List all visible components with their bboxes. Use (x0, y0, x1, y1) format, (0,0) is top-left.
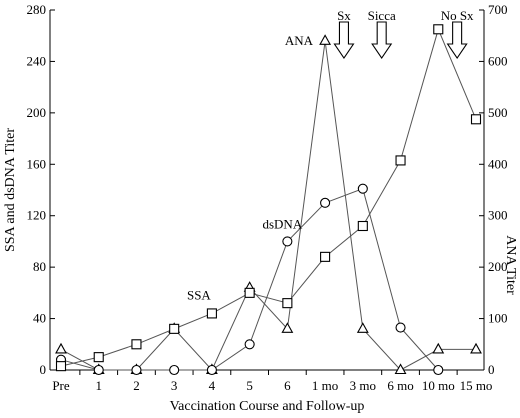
x-tick-label: 3 mo (350, 378, 376, 393)
data-point (206, 308, 217, 319)
down-arrow-icon (446, 21, 468, 59)
series-label-dsdna: dsDNA (262, 216, 302, 231)
data-point (169, 323, 180, 334)
data-point (55, 361, 67, 372)
x-tick-label: 6 (284, 378, 291, 393)
y2-tick-label: 300 (488, 208, 508, 223)
y2-tick-label: 200 (488, 259, 508, 274)
data-point (320, 251, 331, 262)
x-axis-ticks: Pre 1 2 3 4 5 6 1 mo 3 mo 6 mo 10 mo 15 mo (52, 370, 492, 393)
data-point (131, 364, 142, 376)
x-tick-label: Pre (52, 378, 70, 393)
x-tick-label: 10 mo (422, 378, 455, 393)
y2-tick-label: 600 (488, 53, 508, 68)
data-point (394, 363, 407, 375)
y2-tick-label: 400 (488, 156, 508, 171)
data-point (470, 114, 482, 125)
y-tick-label: 40 (33, 311, 46, 326)
y-tick-label: 280 (27, 2, 47, 17)
data-point (395, 155, 406, 166)
data-point (395, 322, 406, 333)
y-tick-label: 80 (33, 259, 46, 274)
data-point (357, 220, 368, 232)
data-point (433, 24, 444, 35)
annotations-layer: Sx Sicca No Sx (333, 8, 474, 59)
data-point (357, 183, 368, 194)
plot-frame (49, 10, 485, 371)
x-axis-title: Vaccination Course and Follow-up (170, 399, 365, 414)
series-label-ssa: SSA (187, 287, 211, 302)
y-tick-label: 0 (40, 362, 47, 377)
y-tick-label: 240 (27, 53, 47, 68)
data-point (319, 34, 332, 45)
data-point (244, 287, 255, 298)
data-point (169, 364, 180, 376)
y-tick-label: 200 (27, 105, 47, 120)
y2-tick-label: 500 (488, 105, 508, 120)
data-point (93, 352, 104, 363)
y2-axis-title: ANA Titer (503, 235, 518, 295)
series-layer: ANA dsDNA SSA (55, 24, 482, 376)
data-point (206, 364, 217, 376)
x-tick-label: 3 (171, 378, 178, 393)
data-point (356, 322, 369, 333)
data-point (244, 339, 255, 350)
series-ana (55, 34, 482, 375)
y-tick-label: 160 (27, 156, 47, 171)
annotation-sx: Sx (333, 8, 355, 59)
annotation-label: Sicca (368, 8, 396, 23)
left-axis-ticks: 0 40 80 120 160 200 240 280 (27, 2, 55, 377)
y-tick-label: 120 (27, 208, 47, 223)
annotation-label: Sx (337, 8, 351, 23)
data-point (55, 342, 67, 354)
data-point (432, 342, 445, 354)
data-point (282, 298, 293, 309)
y2-tick-label: 0 (488, 362, 495, 377)
x-tick-label: 15 mo (460, 378, 493, 393)
x-tick-label: 2 (133, 378, 140, 393)
y2-tick-label: 100 (488, 311, 508, 326)
y-axis-title: SSA and dsDNA Titer (3, 128, 18, 252)
series-ssa (55, 24, 482, 372)
data-point (131, 339, 142, 350)
annotation-sicca: Sicca (368, 8, 396, 59)
x-tick-label: 1 mo (312, 378, 338, 393)
down-arrow-icon (371, 21, 393, 59)
x-tick-label: 1 (95, 378, 102, 393)
annotation-label: No Sx (441, 8, 474, 23)
down-arrow-icon (333, 21, 355, 59)
data-point (433, 364, 444, 376)
data-point (93, 364, 104, 376)
series-line-ana (60, 40, 476, 371)
x-tick-label: 4 (209, 378, 216, 393)
data-point (281, 322, 294, 333)
right-axis-ticks: 0 100 200 300 400 500 600 700 (479, 2, 508, 377)
series-label-ana: ANA (285, 33, 314, 48)
series-line-ssa (60, 27, 477, 367)
y2-tick-label: 700 (488, 2, 508, 17)
data-point (282, 236, 293, 247)
x-tick-label: 6 mo (387, 378, 413, 393)
data-point (320, 197, 331, 208)
annotation-no-sx: No Sx (441, 8, 474, 59)
series-dsdna (55, 183, 444, 376)
data-point (470, 342, 482, 354)
x-tick-label: 5 (246, 378, 253, 393)
